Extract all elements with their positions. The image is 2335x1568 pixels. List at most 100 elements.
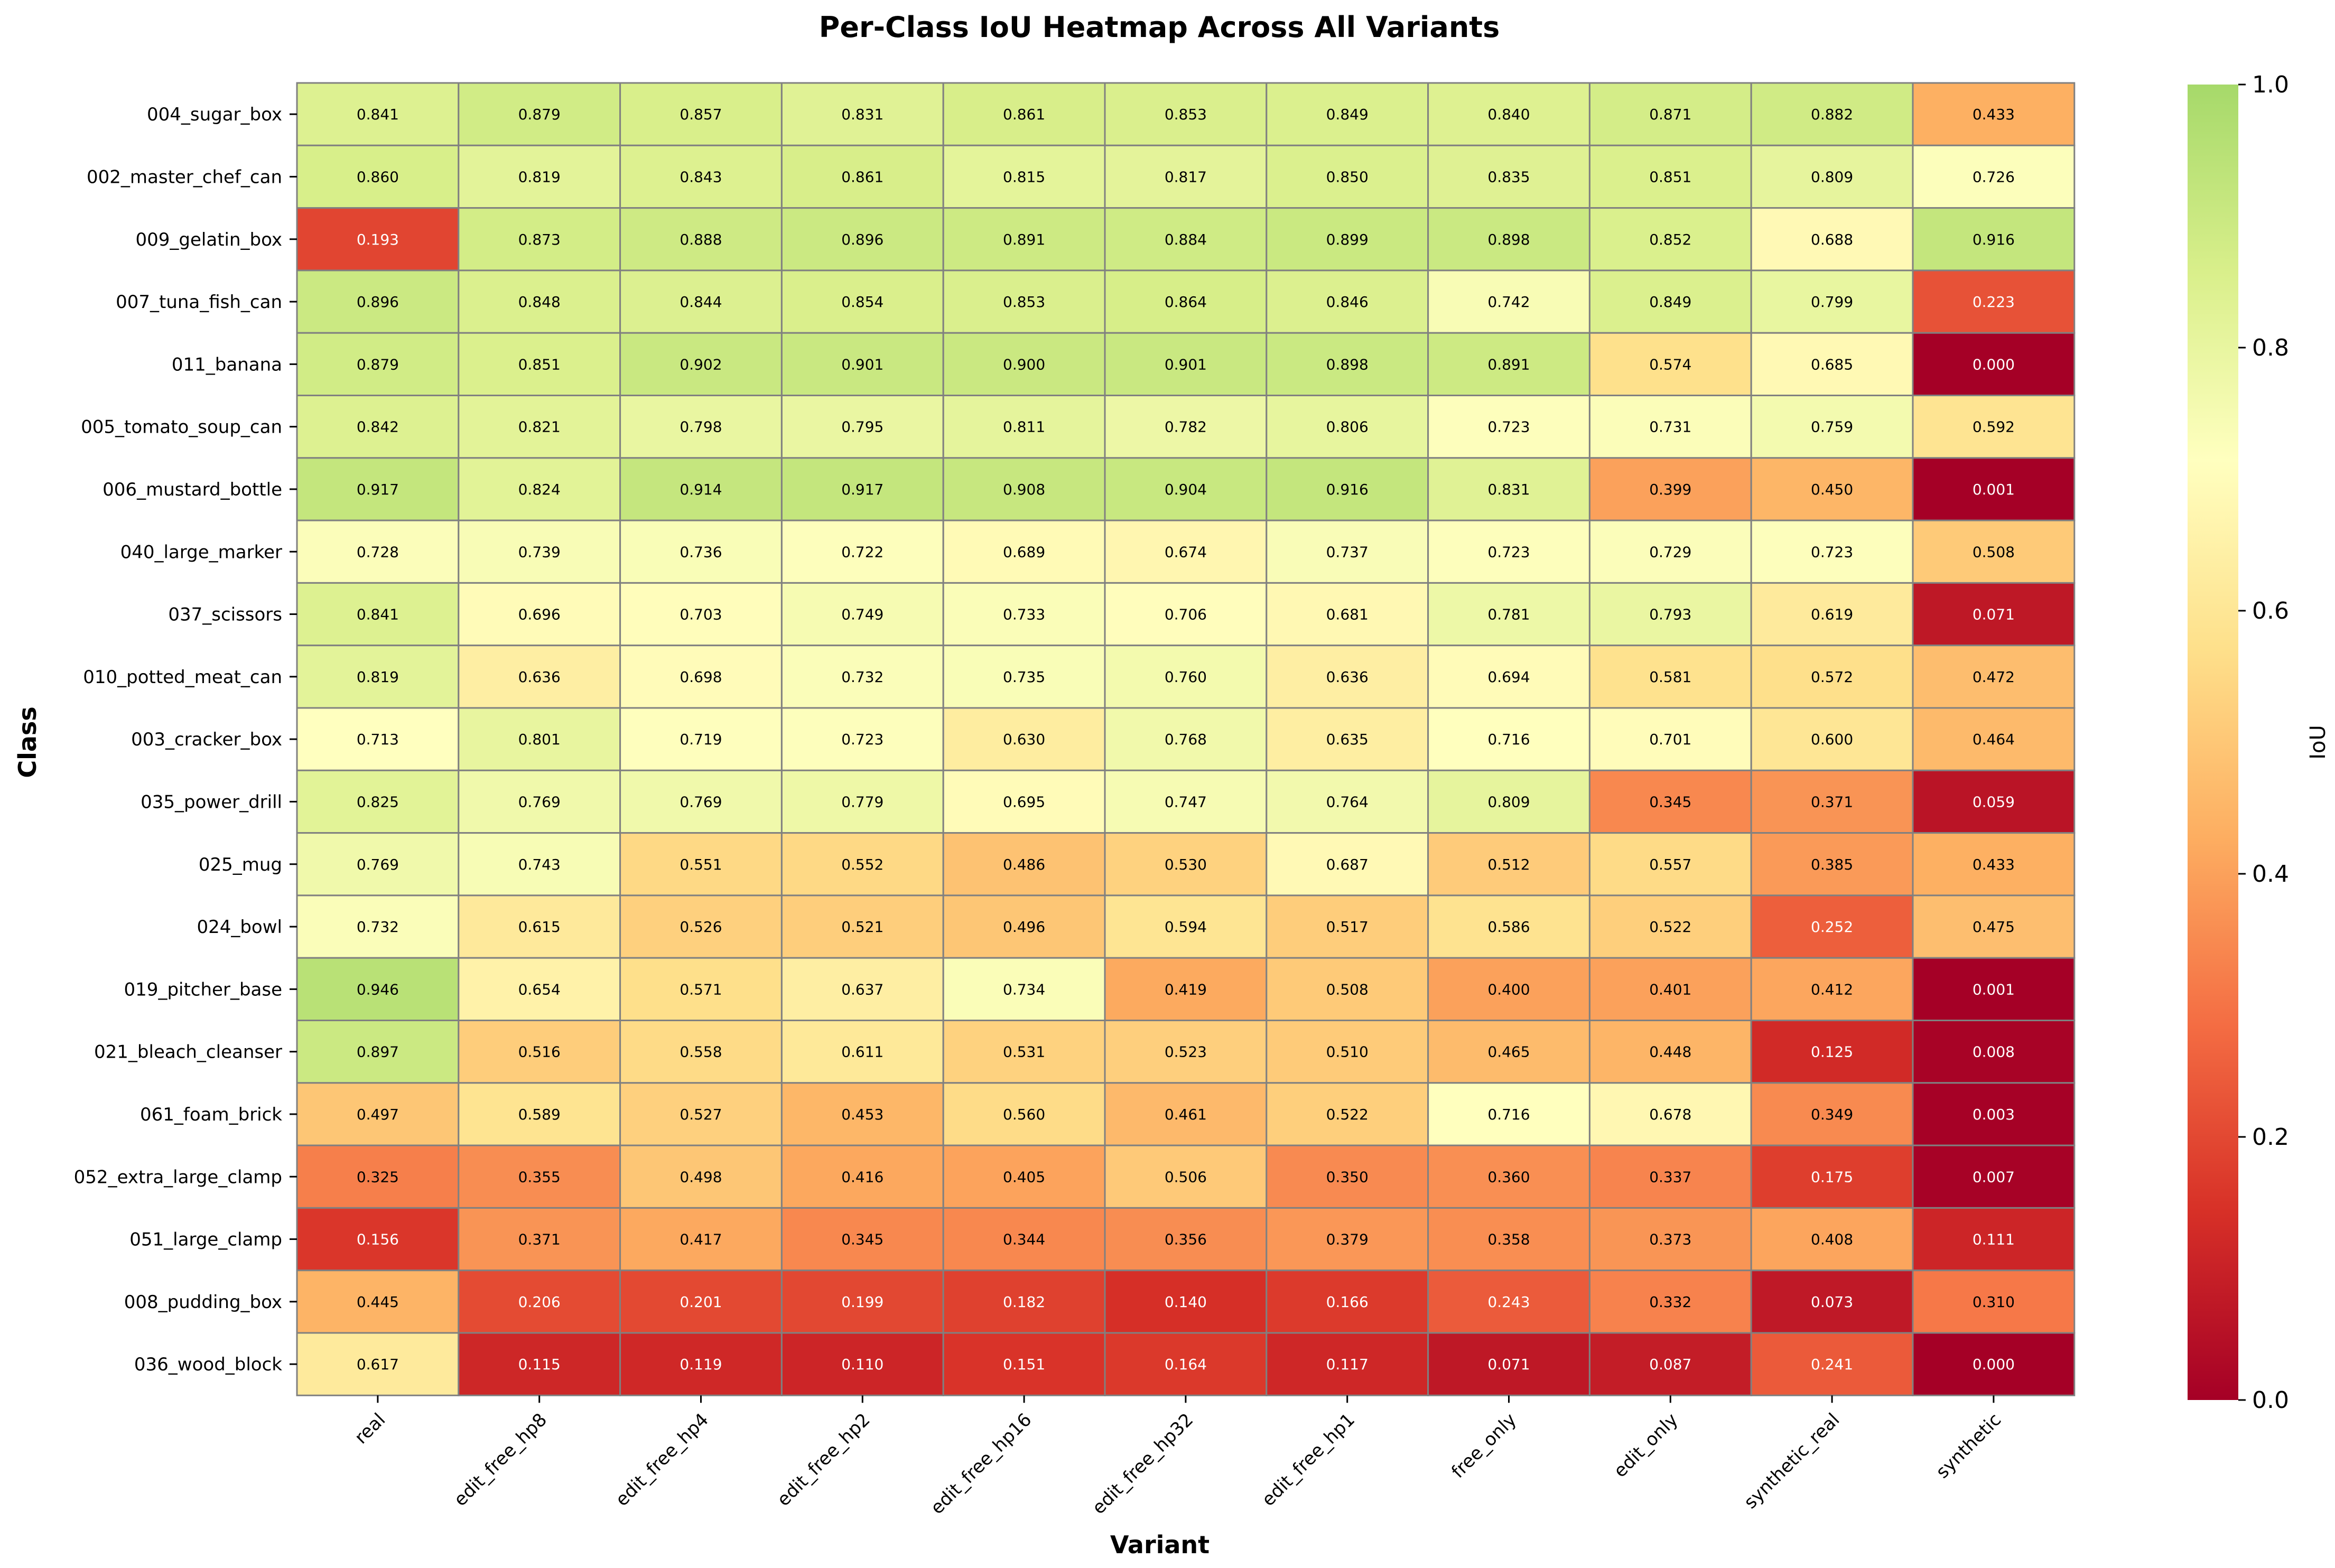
- heatmap-cell: [1104, 395, 1268, 459]
- cell-value-label: 0.059: [1973, 793, 2015, 810]
- colorbar-tick-label: 0.8: [2252, 334, 2289, 361]
- heatmap-cell: [1104, 1082, 1268, 1146]
- cell-value-label: 0.635: [1326, 731, 1369, 748]
- cell-value-label: 0.917: [357, 481, 399, 498]
- row-label: 052_extra_large_clamp: [74, 1166, 282, 1188]
- heatmap-cell: [1588, 582, 1752, 647]
- cell-value-label: 0.696: [518, 606, 561, 623]
- cell-value-label: 0.310: [1973, 1293, 2015, 1311]
- cell-value-label: 0.879: [357, 356, 399, 373]
- cell-value-label: 0.119: [680, 1356, 722, 1373]
- cell-value-label: 0.008: [1973, 1043, 2015, 1061]
- heatmap-cell: [296, 582, 460, 647]
- x-axis-label: Variant: [1110, 1530, 1210, 1559]
- heatmap-cell: [1266, 1332, 1429, 1396]
- heatmap-cell: [619, 894, 783, 959]
- cell-value-label: 0.600: [1811, 731, 1853, 748]
- heatmap-cell: [780, 457, 944, 521]
- heatmap-cell: [1912, 1082, 2076, 1146]
- heatmap-cell: [1427, 894, 1590, 959]
- colorbar-ticks: 0.0 0.2 0.4 0.6 0.8 1.0: [2238, 71, 2289, 1414]
- cell-value-label: 0.819: [357, 668, 399, 686]
- cell-value-label: 0.764: [1326, 793, 1369, 810]
- heatmap-cell: [1266, 1144, 1429, 1209]
- heatmap-cell: [1104, 832, 1268, 897]
- row-labels: 004_sugar_box 002_master_chef_can 009_gela…: [74, 104, 297, 1375]
- cell-value-label: 0.902: [680, 356, 722, 373]
- cell-value-label: 0.630: [1003, 731, 1045, 748]
- heatmap-cell: [458, 832, 621, 897]
- heatmap-cell: [619, 645, 783, 709]
- heatmap-cell: [296, 1207, 460, 1272]
- heatmap-cell: [1427, 1207, 1590, 1272]
- heatmap-cell: [780, 1144, 944, 1209]
- heatmap-cell: [942, 1332, 1106, 1396]
- cell-value-label: 0.071: [1973, 606, 2015, 623]
- cell-value-label: 0.110: [841, 1356, 883, 1373]
- heatmap-cell: [1588, 207, 1752, 272]
- column-label: real: [350, 1409, 389, 1448]
- cell-value-label: 0.156: [357, 1231, 399, 1248]
- cell-value-label: 0.087: [1649, 1356, 1691, 1373]
- heatmap-cell: [942, 207, 1106, 272]
- heatmap-cell: [1104, 894, 1268, 959]
- heatmap-cell: [619, 1332, 783, 1396]
- row-label: 005_tomato_soup_can: [81, 417, 282, 438]
- heatmap-cell: [780, 269, 944, 334]
- heatmap-cell: [1427, 957, 1590, 1021]
- cell-value-label: 0.589: [518, 1106, 561, 1123]
- cell-value-label: 0.636: [518, 668, 561, 686]
- cell-value-label: 0.472: [1973, 668, 2015, 686]
- cell-value-label: 0.000: [1973, 356, 2015, 373]
- heatmap-cell: [619, 207, 783, 272]
- cell-value-label: 0.552: [841, 856, 883, 873]
- colorbar-tick-label: 0.0: [2252, 1387, 2289, 1414]
- row-label: 008_pudding_box: [124, 1292, 282, 1313]
- row-label: 009_gelatin_box: [136, 229, 282, 250]
- cell-value-label: 0.355: [518, 1168, 561, 1186]
- heatmap-cell: [1750, 769, 1914, 834]
- column-label: edit_free_hp2: [773, 1409, 875, 1510]
- heatmap-cell: [1750, 519, 1914, 584]
- cell-value-label: 0.917: [841, 481, 883, 498]
- cell-value-label: 0.694: [1487, 668, 1530, 686]
- cell-value-label: 0.581: [1649, 668, 1691, 686]
- cell-value-label: 0.356: [1165, 1231, 1207, 1248]
- heatmap-cell: [619, 332, 783, 397]
- row-label: 003_cracker_box: [131, 729, 282, 750]
- cell-value-label: 0.572: [1811, 668, 1853, 686]
- cell-value-label: 0.419: [1165, 981, 1207, 998]
- heatmap-cell: [1104, 707, 1268, 771]
- cell-value-label: 0.835: [1487, 168, 1530, 185]
- cell-value-label: 0.899: [1326, 231, 1369, 248]
- column-label: synthetic: [1932, 1409, 2005, 1482]
- cell-value-label: 0.768: [1165, 731, 1207, 748]
- heatmap-cell: [1104, 144, 1268, 209]
- cell-value-label: 0.851: [518, 356, 561, 373]
- cell-value-label: 0.841: [357, 606, 399, 623]
- heatmap-cell: [296, 457, 460, 521]
- heatmap-cell: [942, 519, 1106, 584]
- cell-value-label: 0.723: [1811, 543, 1853, 561]
- row-label: 011_banana: [172, 354, 282, 375]
- cell-value-label: 0.350: [1326, 1168, 1369, 1186]
- cell-value-label: 0.508: [1326, 981, 1369, 998]
- heatmap-cell: [619, 1020, 783, 1084]
- heatmap-cell: [296, 1270, 460, 1334]
- heatmap-cell: [458, 707, 621, 771]
- heatmap-cell: [942, 645, 1106, 709]
- row-label: 007_tuna_fish_can: [116, 292, 282, 313]
- cell-value-label: 0.781: [1487, 606, 1530, 623]
- cell-value-label: 0.465: [1487, 1043, 1530, 1061]
- heatmap-cell: [1588, 395, 1752, 459]
- heatmap-cell: [1912, 144, 2076, 209]
- heatmap-cell: [1750, 1207, 1914, 1272]
- cell-value-label: 0.871: [1649, 106, 1691, 123]
- cell-value-label: 0.861: [1003, 106, 1045, 123]
- cell-value-label: 0.360: [1487, 1168, 1530, 1186]
- cell-value-label: 0.891: [1487, 356, 1530, 373]
- column-label: edit_free_hp4: [611, 1409, 713, 1510]
- heatmap-cell: [1588, 1144, 1752, 1209]
- row-label: 019_pitcher_base: [124, 979, 282, 1000]
